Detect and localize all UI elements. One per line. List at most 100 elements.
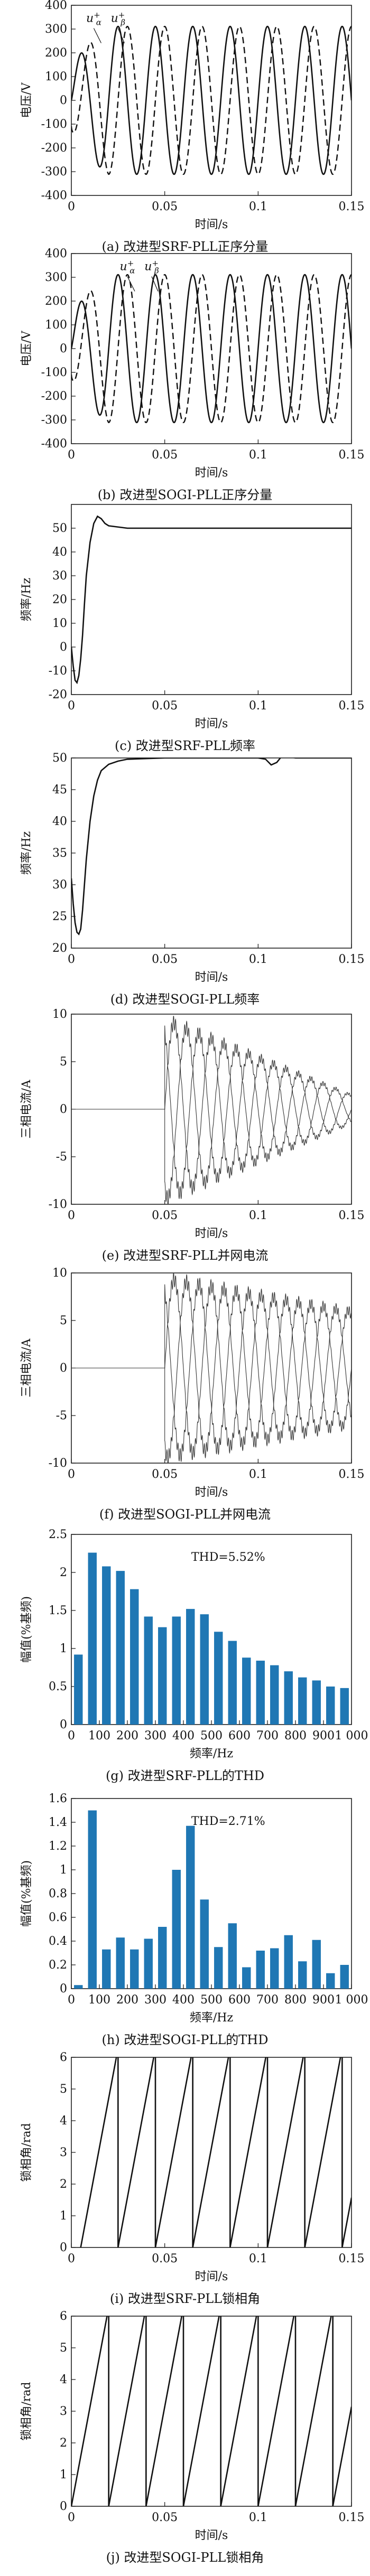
x-tick-label: 0.15 bbox=[339, 2252, 365, 2265]
bar bbox=[172, 1870, 181, 1989]
y-tick-label: 40 bbox=[52, 546, 67, 559]
x-tick-label: 0.05 bbox=[152, 1209, 178, 1222]
panel-c: 0 0.05 0.1 0.15 -20 -10 0 10 20 30 40 50 时间/s 频率/Hz (c… bbox=[20, 504, 364, 753]
panel-caption: (a) 改进型SRF-PLL正序分量 bbox=[102, 239, 269, 254]
panel-g: 0 100 200 300 400 500 600 700 800 900 1 000 0 0.5 1 1.… bbox=[20, 1528, 368, 1783]
panel-b: 0 0.05 0.1 0.15 -400 -300 -200 -100 0 100 200 300 40… bbox=[20, 247, 364, 502]
y-tick-label: 1.5 bbox=[49, 1604, 67, 1617]
plot-area bbox=[74, 1810, 349, 1989]
y-tick-label: 0 bbox=[60, 342, 67, 355]
y-tick-label: 0.4 bbox=[49, 1935, 67, 1948]
y-tick-label: -5 bbox=[56, 1150, 67, 1164]
bar bbox=[102, 1566, 111, 1725]
x-tick-label: 0 bbox=[68, 2252, 75, 2265]
series-annotation: u+ β bbox=[111, 11, 126, 27]
series-line bbox=[71, 274, 352, 424]
y-tick-label: 5 bbox=[60, 1314, 67, 1327]
plot-area bbox=[80, 2057, 352, 2247]
series-line bbox=[71, 2316, 352, 2506]
plot-frame bbox=[71, 504, 352, 695]
y-tick-label: 2.5 bbox=[49, 1528, 67, 1541]
series-line bbox=[71, 25, 352, 175]
x-tick-label: 900 bbox=[312, 1993, 335, 2007]
panel-j: 0 0.05 0.1 0.15 0 1 2 3 4 5 6 时间/s 锁相角/rad (j) 改进型SOG… bbox=[20, 2310, 364, 2565]
y-tick-label: 100 bbox=[45, 70, 67, 83]
panel-caption: (c) 改进型SRF-PLL频率 bbox=[115, 738, 255, 753]
y-tick-label: 3 bbox=[60, 2405, 67, 2418]
panel-h: 0 100 200 300 400 500 600 700 800 900 1 000 0 0.2 0.4… bbox=[20, 1792, 368, 2047]
x-tick-label: 100 bbox=[88, 1993, 110, 2007]
x-axis-label: 时间/s bbox=[195, 218, 228, 231]
y-tick-label: 200 bbox=[45, 295, 67, 308]
series-line bbox=[71, 1273, 352, 1460]
x-axis-label: 时间/s bbox=[195, 717, 228, 730]
x-tick-label: 200 bbox=[116, 1993, 138, 2007]
thd-annotation: THD=2.71% bbox=[191, 1815, 265, 1828]
x-tick-label: 0.05 bbox=[152, 699, 178, 713]
x-tick-label: 300 bbox=[144, 1993, 166, 2007]
x-tick-label: 900 bbox=[312, 1729, 335, 1743]
bar bbox=[284, 1671, 293, 1725]
series-line bbox=[71, 25, 352, 175]
x-tick-label: 0.15 bbox=[339, 1468, 365, 1481]
y-axis-label: 幅值(%基频) bbox=[20, 1596, 33, 1663]
x-tick-label: 0 bbox=[68, 2511, 75, 2524]
y-tick-label: 200 bbox=[45, 46, 67, 60]
panel-caption: (b) 改进型SOGI-PLL正序分量 bbox=[98, 488, 273, 502]
bar bbox=[200, 1614, 209, 1725]
bar bbox=[340, 1965, 349, 1989]
y-tick-label: 40 bbox=[52, 815, 67, 828]
series-line bbox=[71, 1016, 352, 1196]
panel-caption: (h) 改进型SOGI-PLL的THD bbox=[102, 2032, 269, 2047]
x-tick-label: 0 bbox=[68, 1993, 75, 2007]
plot-area bbox=[74, 1552, 349, 1725]
bar bbox=[200, 1899, 209, 1989]
plot-area bbox=[71, 1273, 352, 1463]
y-tick-label: 5 bbox=[60, 2341, 67, 2355]
panel-d: 0 0.05 0.1 0.15 20 25 30 35 40 45 50 时间/s 频率/Hz (d) 改… bbox=[20, 752, 364, 1007]
series-annotation: u+ α bbox=[120, 259, 135, 276]
y-tick-label: 45 bbox=[52, 783, 67, 797]
bar bbox=[116, 1571, 125, 1725]
plot-area bbox=[71, 2316, 352, 2506]
bar bbox=[270, 1665, 279, 1725]
panel-caption: (e) 改进型SRF-PLL并网电流 bbox=[102, 1248, 269, 1263]
x-tick-label: 0.15 bbox=[339, 448, 365, 462]
y-tick-label: 1 bbox=[60, 1863, 67, 1877]
y-tick-label: 0 bbox=[60, 2241, 67, 2254]
bar bbox=[298, 1961, 307, 1989]
panel-caption: (f) 改进型SOGI-PLL并网电流 bbox=[99, 1507, 271, 1522]
y-tick-label: 1.6 bbox=[49, 1792, 67, 1805]
y-tick-label: 1 bbox=[60, 2209, 67, 2223]
x-axis-label: 时间/s bbox=[195, 2270, 228, 2283]
x-tick-label: 0 bbox=[68, 448, 75, 462]
bar bbox=[186, 1609, 195, 1725]
plot-frame bbox=[71, 757, 352, 949]
bar bbox=[256, 1951, 265, 1989]
bar bbox=[256, 1661, 265, 1725]
y-tick-label: 2 bbox=[60, 1566, 67, 1579]
y-tick-label: -5 bbox=[56, 1409, 67, 1422]
bar bbox=[186, 1825, 195, 1989]
x-axis-label: 时间/s bbox=[195, 1227, 228, 1240]
y-tick-label: 0.8 bbox=[49, 1887, 67, 1900]
x-tick-label: 700 bbox=[256, 1993, 279, 2007]
y-tick-label: 10 bbox=[52, 1267, 67, 1280]
y-tick-label: -400 bbox=[41, 189, 67, 202]
y-axis-label: 锁相角/rad bbox=[20, 2123, 33, 2181]
bar bbox=[270, 1948, 279, 1989]
x-tick-label: 0.05 bbox=[152, 448, 178, 462]
bar bbox=[340, 1688, 349, 1725]
x-axis-label: 时间/s bbox=[195, 2529, 228, 2542]
x-axis-label: 时间/s bbox=[195, 971, 228, 984]
x-tick-label: 500 bbox=[200, 1729, 223, 1743]
bar bbox=[326, 1687, 335, 1725]
series-line bbox=[71, 1273, 352, 1463]
bar bbox=[312, 1680, 321, 1725]
y-tick-label: 0 bbox=[60, 1718, 67, 1731]
panel-f: 0 0.05 0.1 0.15 -10 -5 0 5 10 时间/s 三相电流/A (f) 改进型SO… bbox=[20, 1267, 364, 1522]
series-line bbox=[71, 1277, 352, 1463]
series-line bbox=[71, 274, 352, 424]
x-tick-label: 800 bbox=[284, 1993, 307, 2007]
